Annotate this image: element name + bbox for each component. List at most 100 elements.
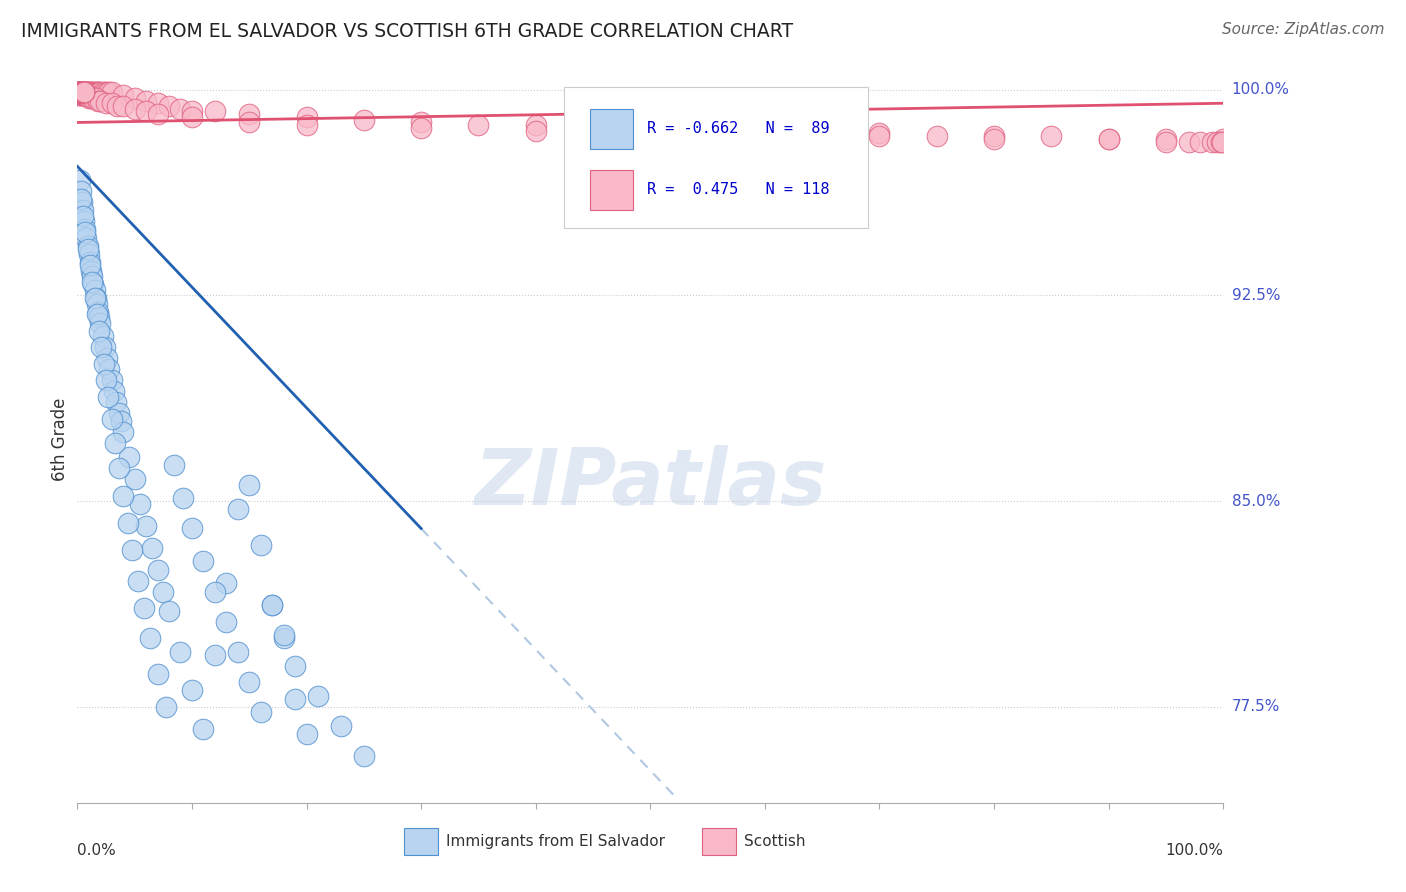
Point [72, 88, 94, 103]
Point [262, 599, 284, 613]
Point [67, 85, 90, 99]
Point [86, 308, 108, 322]
Point [82, 275, 104, 289]
Point [754, 124, 776, 138]
Point [112, 88, 135, 103]
Point [180, 110, 204, 124]
Point [180, 521, 204, 535]
FancyBboxPatch shape [702, 828, 737, 855]
Point [67, 85, 90, 99]
Point [90, 340, 112, 354]
Point [69, 88, 91, 103]
Point [1040, 129, 1063, 144]
Point [135, 518, 157, 533]
Point [79, 85, 101, 99]
Point [69, 173, 91, 187]
Point [353, 112, 375, 127]
Point [238, 477, 260, 491]
Point [162, 458, 184, 473]
Point [107, 461, 129, 475]
Point [295, 727, 318, 741]
Point [141, 541, 163, 555]
Point [100, 96, 122, 111]
Point [73, 85, 96, 99]
Point [73, 85, 96, 99]
Point [75, 88, 97, 103]
Text: 92.5%: 92.5% [1232, 288, 1279, 302]
Point [70, 85, 93, 99]
Point [69, 85, 91, 99]
Point [72, 85, 94, 99]
Point [157, 99, 180, 113]
Point [89, 94, 111, 108]
Point [226, 502, 249, 516]
Point [249, 538, 271, 552]
Point [69, 184, 91, 198]
Point [73, 214, 96, 228]
Text: 100.0%: 100.0% [1166, 843, 1223, 858]
Point [193, 554, 215, 568]
Point [411, 120, 433, 135]
Point [1206, 135, 1229, 149]
Point [146, 563, 169, 577]
Point [204, 584, 226, 599]
Point [86, 85, 108, 99]
Point [69, 85, 91, 99]
Point [72, 85, 94, 99]
Point [77, 247, 100, 261]
Point [94, 96, 117, 111]
Point [811, 127, 834, 141]
Point [118, 450, 141, 464]
Point [75, 85, 97, 99]
Point [70, 85, 93, 99]
Point [89, 316, 111, 330]
Point [103, 384, 125, 399]
Point [100, 411, 122, 425]
Point [262, 599, 284, 613]
Point [295, 110, 318, 124]
Point [70, 85, 93, 99]
Point [1211, 135, 1233, 149]
FancyBboxPatch shape [564, 87, 868, 228]
Text: Scottish: Scottish [744, 834, 806, 849]
Point [180, 683, 204, 698]
Point [97, 390, 120, 404]
Text: Source: ZipAtlas.com: Source: ZipAtlas.com [1222, 22, 1385, 37]
Point [582, 120, 605, 135]
Point [70, 85, 93, 99]
Point [76, 239, 98, 253]
Point [91, 85, 114, 99]
Point [169, 645, 191, 659]
Point [87, 85, 110, 99]
Point [84, 91, 107, 105]
Point [79, 258, 101, 272]
Point [70, 85, 93, 99]
Point [69, 85, 91, 99]
Point [983, 129, 1005, 144]
Point [112, 99, 135, 113]
Point [215, 615, 238, 629]
Point [84, 291, 107, 305]
Point [238, 107, 260, 121]
Point [82, 269, 104, 284]
Point [353, 749, 375, 764]
Point [124, 472, 146, 486]
Text: 85.0%: 85.0% [1232, 493, 1279, 508]
Point [69, 192, 91, 206]
Point [110, 415, 132, 429]
Point [82, 91, 104, 105]
Point [226, 645, 249, 659]
Point [146, 107, 169, 121]
Point [524, 124, 547, 138]
Point [72, 85, 94, 99]
Point [94, 340, 117, 354]
Point [69, 85, 91, 99]
Point [135, 104, 157, 119]
Point [640, 127, 662, 141]
Point [138, 631, 160, 645]
Point [91, 329, 114, 343]
Point [172, 491, 194, 506]
Y-axis label: 6th Grade: 6th Grade [51, 398, 69, 481]
Point [295, 118, 318, 132]
Point [82, 85, 104, 99]
